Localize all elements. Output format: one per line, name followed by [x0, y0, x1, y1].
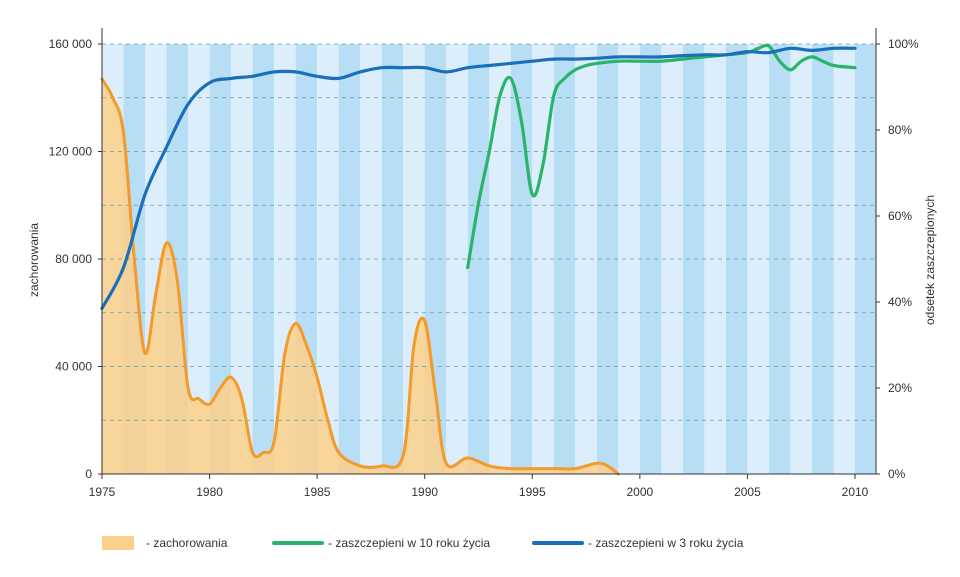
x-tick-label: 1995 — [519, 485, 546, 499]
x-tick-label: 1975 — [89, 485, 116, 499]
stripe — [338, 44, 361, 474]
series-line-vaccinated-age-3 — [100, 46, 857, 310]
series-line-vaccinated-age-10 — [466, 43, 857, 270]
series-line-cases — [100, 77, 620, 476]
x-axis-ticks: 1975 1980 1985 1990 1995 2000 2005 2010 — [89, 474, 869, 499]
x-tick-label: 1980 — [196, 485, 223, 499]
stripe — [553, 44, 576, 474]
left-tick-label: 0 — [85, 467, 92, 481]
x-tick-label: 1990 — [411, 485, 438, 499]
x-tick-label: 2005 — [734, 485, 761, 499]
right-tick-label: 20% — [888, 381, 912, 395]
legend: - zachorowania - zaszczepieni w 10 roku ż… — [102, 536, 744, 550]
left-tick-label: 160 000 — [49, 37, 93, 51]
stripe — [833, 44, 855, 474]
series-lines — [100, 43, 857, 476]
left-tick-label: 40 000 — [55, 360, 92, 374]
stripe — [489, 44, 511, 474]
right-axis-ticks: 0% 20% 40% 60% 80% 100% — [876, 37, 919, 481]
left-tick-label: 80 000 — [55, 252, 92, 266]
right-tick-label: 100% — [888, 37, 919, 51]
x-tick-label: 1985 — [304, 485, 331, 499]
stripe — [768, 44, 791, 474]
stripe — [618, 44, 640, 474]
legend-label-age-10: - zaszczepieni w 10 roku życia — [328, 536, 490, 550]
x-tick-label: 2000 — [627, 485, 654, 499]
stripe — [704, 44, 726, 474]
right-tick-label: 80% — [888, 123, 912, 137]
cases-area — [102, 78, 619, 475]
left-tick-label: 120 000 — [49, 145, 93, 159]
right-axis-label: odsetek zaszczepionych — [923, 195, 937, 325]
stripe — [360, 44, 382, 474]
legend-swatch-cases — [102, 536, 134, 550]
left-axis-ticks: 0 40 000 80 000 120 000 160 000 — [49, 37, 102, 481]
right-tick-label: 40% — [888, 295, 912, 309]
legend-label-age-3: - zaszczepieni w 3 roku życia — [588, 536, 744, 550]
stripe — [639, 44, 662, 474]
x-tick-label: 2010 — [842, 485, 869, 499]
cases-area-fill — [102, 78, 619, 475]
right-tick-label: 0% — [888, 467, 906, 481]
legend-label-cases: - zachorowania — [146, 536, 228, 550]
right-tick-label: 60% — [888, 209, 912, 223]
left-axis-label: zachorowania — [27, 223, 41, 297]
